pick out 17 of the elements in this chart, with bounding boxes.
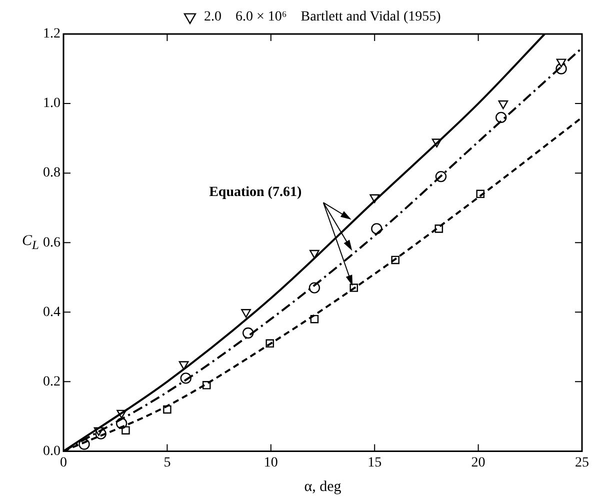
x-tick-label: 10: [264, 455, 278, 470]
x-tick-label: 5: [164, 455, 171, 470]
annotation: Equation (7.61): [209, 185, 302, 200]
x-tick-label: 0: [60, 455, 67, 470]
x-tick-label: 20: [471, 455, 486, 470]
y-tick-label: 0.2: [43, 374, 60, 390]
y-tick-label: 0.4: [43, 304, 60, 320]
y-tick-label: 1.2: [43, 26, 60, 42]
x-tick-label: 15: [368, 455, 382, 470]
y-tick-label: 0.8: [43, 166, 60, 181]
x-tick-label: 25: [575, 455, 589, 470]
x-axis-title: α, deg: [304, 478, 342, 495]
y-tick-label: 1.0: [43, 96, 60, 112]
legend-label: 2.0 6.0 × 10⁶ Bartlett and Vidal (1955): [204, 10, 442, 25]
y-tick-label: 0.0: [43, 444, 60, 459]
y-tick-label: 0.6: [43, 235, 60, 250]
y-axis-title: C$_{L}$: [22, 232, 39, 253]
